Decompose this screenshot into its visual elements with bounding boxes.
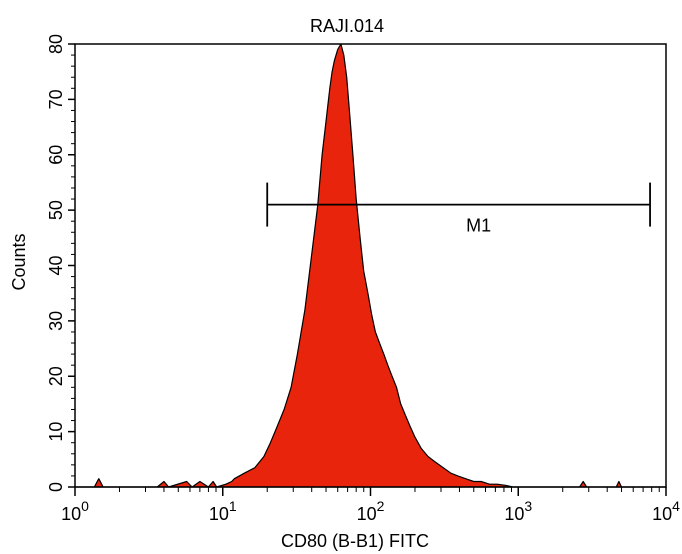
chart-title: RAJI.014 — [310, 16, 384, 36]
x-tick-label: 102 — [357, 498, 385, 524]
y-tick-label: 40 — [46, 255, 66, 275]
axis-layer: 0 10 20 30 40 50 60 70 80 100 101 102 103 104 M1 — [46, 34, 680, 524]
x-tick-label: 104 — [652, 498, 680, 524]
x-axis-ticks: 100 101 102 103 104 — [61, 487, 680, 524]
y-tick-label: 20 — [46, 366, 66, 386]
y-tick-label: 60 — [46, 145, 66, 165]
y-tick-label: 10 — [46, 422, 66, 442]
y-tick-label: 30 — [46, 311, 66, 331]
y-tick-label: 70 — [46, 89, 66, 109]
plot-layer — [74, 43, 667, 488]
x-tick-label: 100 — [61, 498, 89, 524]
marker-m1: M1 — [266, 182, 651, 236]
y-tick-label: 80 — [46, 34, 66, 54]
x-tick-label: 103 — [504, 498, 532, 524]
y-tick-label: 0 — [46, 482, 66, 492]
y-axis-ticks: 0 10 20 30 40 50 60 70 80 — [46, 34, 75, 492]
histogram-area — [74, 43, 667, 488]
marker-label: M1 — [466, 216, 491, 236]
x-axis-label: CD80 (B-B1) FITC — [281, 531, 429, 551]
y-axis-label: Counts — [9, 233, 29, 290]
x-tick-label: 101 — [209, 498, 237, 524]
y-tick-label: 50 — [46, 200, 66, 220]
